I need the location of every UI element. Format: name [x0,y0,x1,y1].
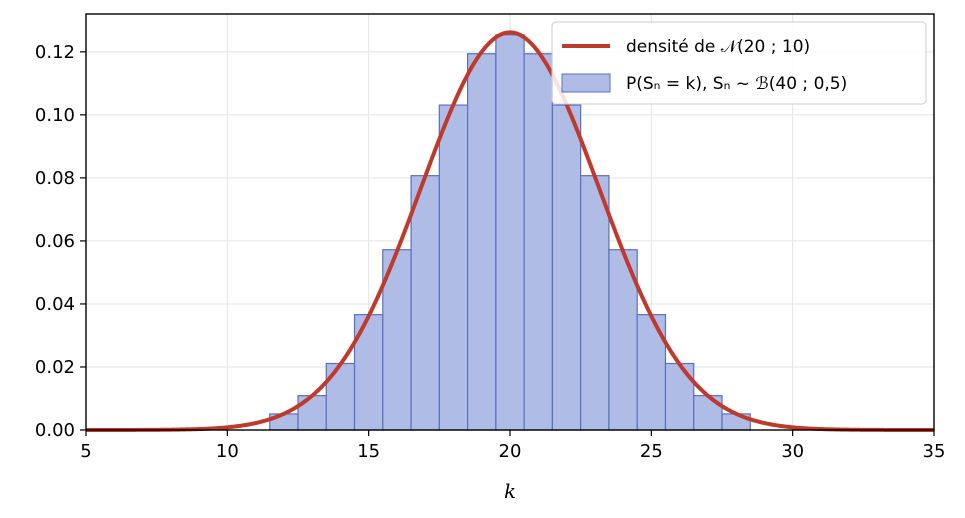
x-tick-label: 35 [923,441,946,462]
y-tick-label: 0.06 [35,231,75,252]
y-tick-label: 0.02 [35,357,75,378]
x-tick-label: 15 [357,441,380,462]
bar-k-13 [298,396,326,430]
x-tick-label: 20 [499,441,522,462]
y-tick-label: 0.00 [35,420,75,441]
y-tick-label: 0.10 [35,105,75,126]
bar-k-22 [552,105,580,430]
bar-k-14 [326,364,354,430]
legend: densité de 𝒩(20 ; 10) P(Sₙ = k), Sₙ ~ ℬ(… [552,22,926,104]
bar-k-20 [496,35,524,430]
y-tick-label: 0.04 [35,294,75,315]
bar-k-21 [524,54,552,430]
legend-bar-swatch [562,74,610,92]
legend-line-label: densité de 𝒩(20 ; 10) [626,37,810,57]
x-tick-label: 30 [781,441,804,462]
bar-k-27 [694,396,722,430]
legend-bar-label: P(Sₙ = k), Sₙ ~ ℬ(40 ; 0,5) [626,74,847,94]
bar-k-17 [411,176,439,430]
x-tick-label: 10 [216,441,239,462]
y-tick-label: 0.12 [35,42,75,63]
bar-k-19 [468,54,496,430]
x-axis-label: k [504,479,516,503]
x-tick-label: 25 [640,441,663,462]
bar-k-18 [439,105,467,430]
bar-k-26 [665,364,693,430]
x-tick-label: 5 [80,441,91,462]
bar-k-23 [581,176,609,430]
y-tick-label: 0.08 [35,168,75,189]
